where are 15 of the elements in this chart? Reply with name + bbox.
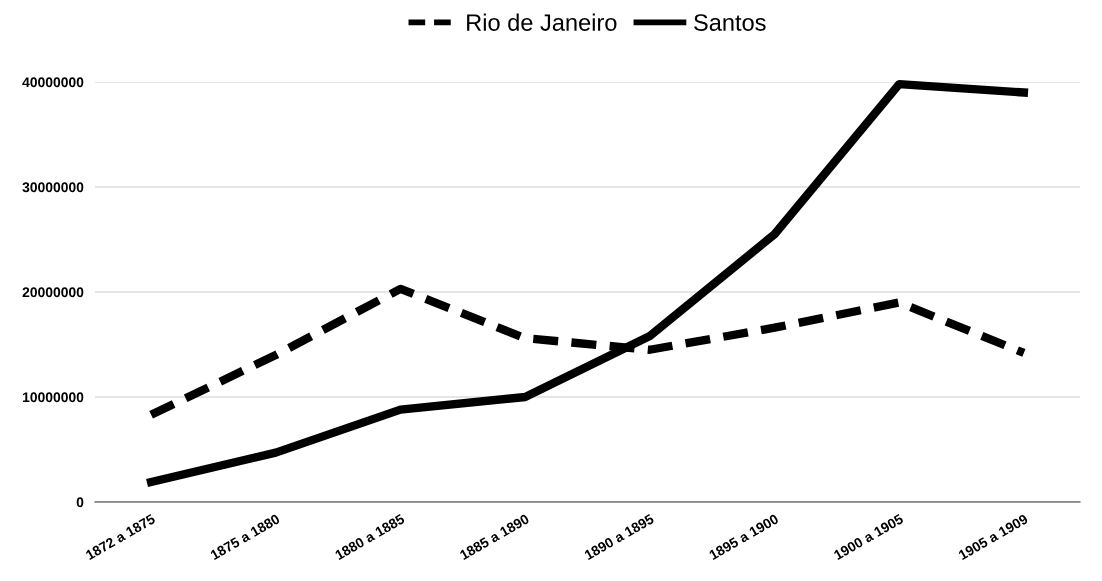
y-tick-label: 0 xyxy=(76,497,84,508)
x-tick-label: 1890 a 1895 xyxy=(583,513,655,561)
x-tick-label: 1880 a 1885 xyxy=(334,513,406,561)
y-tick-label: 10000000 xyxy=(22,392,84,403)
x-tick-label: 1895 a 1900 xyxy=(708,513,780,561)
y-tick-label: 30000000 xyxy=(22,182,84,193)
x-tick-label: 1875 a 1880 xyxy=(209,513,281,561)
legend-label: Rio de Janeiro xyxy=(467,13,617,31)
y-tick-label: 40000000 xyxy=(22,77,84,88)
x-tick-label: 1885 a 1890 xyxy=(459,513,530,561)
x-tick-label: 1900 a 1905 xyxy=(833,513,904,561)
legend-label: Santos xyxy=(694,14,766,31)
y-tick-label: 20000000 xyxy=(22,287,84,298)
x-tick-label: 1905 a 1909 xyxy=(957,513,1029,561)
x-tick-label: 1872 a 1875 xyxy=(85,513,156,561)
